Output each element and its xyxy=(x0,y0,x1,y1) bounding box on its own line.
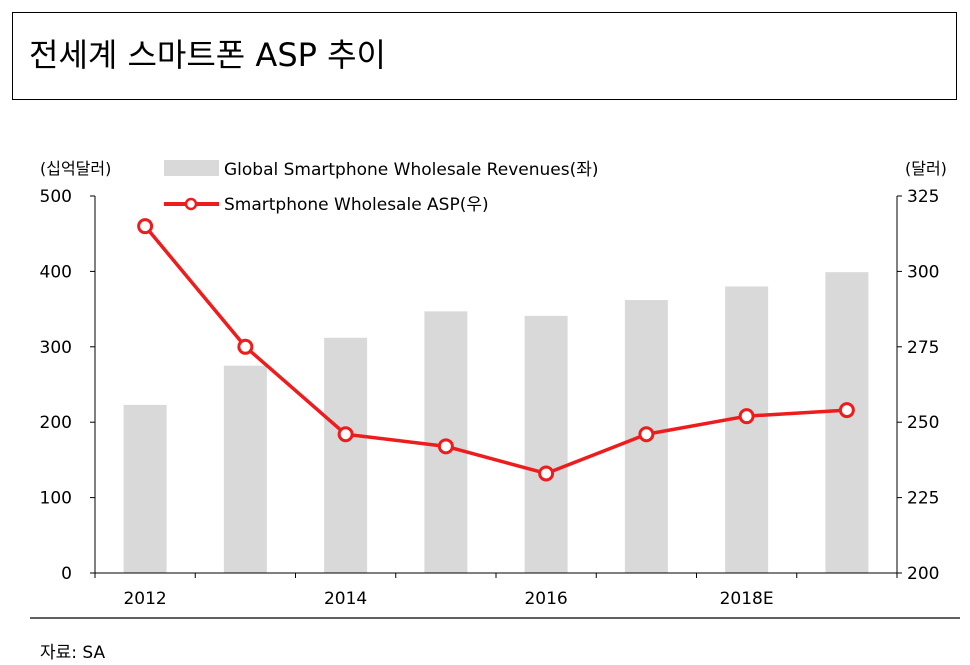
bar-2016 xyxy=(524,315,568,573)
asp-point-2013 xyxy=(237,338,254,355)
asp-point-2017 xyxy=(638,426,655,443)
asp-line xyxy=(143,225,847,476)
right-axis-unit: (달러) xyxy=(905,159,947,178)
legend-bar-label: Global Smartphone Wholesale Revenues(좌) xyxy=(224,160,598,180)
title-box: 전세계 스마트폰 ASP 추이 xyxy=(12,12,957,100)
bar-2013 xyxy=(223,365,267,573)
x-tick-label: 2016 xyxy=(524,589,567,609)
bar-2012 xyxy=(123,404,167,573)
source-note: 자료: SA xyxy=(40,643,106,663)
left-tick-label: 500 xyxy=(40,187,72,207)
right-tick-label: 200 xyxy=(907,564,939,584)
legend-line-label: Smartphone Wholesale ASP(우) xyxy=(224,195,489,215)
axes xyxy=(30,196,960,619)
right-tick-label: 250 xyxy=(907,413,939,433)
bar-2019 xyxy=(825,272,869,573)
chart: 0 100 200 300 400 500 200 225 250 275 300 325 2012 20… xyxy=(30,159,960,619)
asp-point-2012 xyxy=(137,218,154,235)
asp-point-2018E xyxy=(738,408,755,425)
left-tick-label: 100 xyxy=(40,489,72,509)
asp-point-2019 xyxy=(838,402,855,419)
left-tick-label: 300 xyxy=(40,338,72,358)
right-tick-label: 225 xyxy=(907,489,939,509)
x-tick-label: 2018E xyxy=(720,589,774,609)
line-series xyxy=(137,218,855,482)
x-tick-label: 2012 xyxy=(123,589,166,609)
legend-bar-swatch xyxy=(164,160,219,176)
asp-point-2014 xyxy=(337,426,354,443)
ticks: 0 100 200 300 400 500 200 225 250 275 300 325 2012 20… xyxy=(40,187,940,609)
legend: Global Smartphone Wholesale Revenues(좌) … xyxy=(164,160,598,215)
right-tick-label: 275 xyxy=(907,338,939,358)
bar-2014 xyxy=(324,337,368,573)
bar-series xyxy=(123,272,869,573)
left-tick-label: 200 xyxy=(40,413,72,433)
right-tick-label: 300 xyxy=(907,262,939,282)
left-tick-label: 400 xyxy=(40,262,72,282)
bar-2018E xyxy=(725,286,769,573)
page-title: 전세계 스마트폰 ASP 추이 xyxy=(29,36,386,74)
right-tick-label: 325 xyxy=(907,187,939,207)
asp-point-2015 xyxy=(437,438,454,455)
x-tick-label: 2014 xyxy=(324,589,367,609)
left-axis-unit: (십억달러) xyxy=(40,159,111,178)
asp-point-2016 xyxy=(538,465,555,482)
legend-line-marker xyxy=(184,197,198,211)
left-tick-label: 0 xyxy=(61,564,72,584)
